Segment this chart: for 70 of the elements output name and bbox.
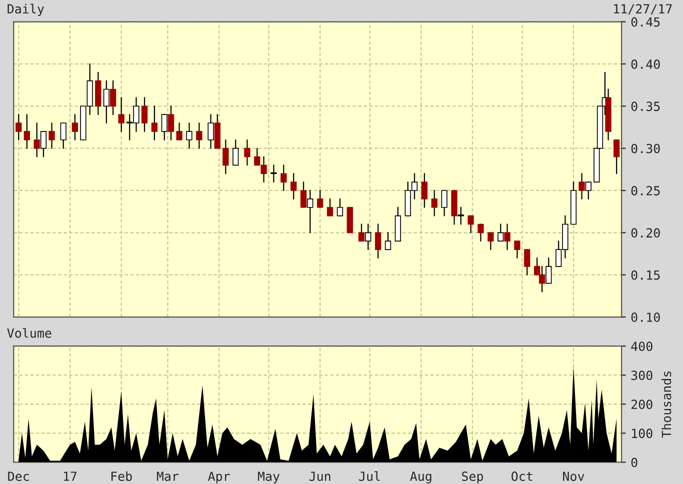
y-tick-label: 0.40: [631, 59, 660, 69]
y-tick-label: 300: [631, 370, 652, 380]
candlestick: [24, 114, 30, 149]
x-tick-label: Feb: [111, 471, 132, 481]
candlestick: [16, 114, 22, 140]
y-tick-label: 0.45: [631, 17, 660, 27]
x-tick-label: Apr: [208, 472, 230, 484]
x-tick-label: Sep: [462, 472, 483, 484]
y-tick-label: 400: [631, 342, 652, 352]
candlestick: [514, 240, 520, 259]
candlestick: [546, 257, 552, 284]
y-tick-label: 0.15: [631, 270, 660, 280]
x-tick-label: 17: [64, 472, 77, 481]
candlestick: [365, 224, 372, 250]
candlestick: [336, 198, 344, 216]
candlestick: [186, 122, 192, 149]
candlestick: [431, 190, 438, 216]
candlestick: [103, 80, 110, 124]
text: 11/27/17: [614, 4, 672, 15]
candlestick: [384, 232, 392, 250]
candlestick: [40, 130, 47, 158]
candlestick: [441, 190, 448, 216]
candlestick: [222, 139, 229, 174]
chart-title: Volume: [7, 328, 52, 338]
y-tick-label: 0.35: [631, 102, 660, 112]
y-tick-label: 0: [631, 458, 638, 468]
candlestick: [421, 173, 428, 208]
chart-title: Daily: [8, 4, 44, 16]
x-tick-label: Oct: [512, 472, 532, 481]
candlestick: [524, 248, 530, 276]
x-tick-label: Jul: [359, 471, 380, 481]
candlestick: [488, 232, 494, 250]
candlestick: [208, 114, 214, 149]
candlestick: [72, 114, 78, 140]
candlestick: [468, 215, 474, 234]
candlestick: [478, 224, 484, 242]
x-tick-label: Dec: [8, 472, 29, 481]
candlestick: [317, 190, 324, 208]
candlestick: [307, 190, 314, 234]
candlestick: [498, 224, 504, 242]
candlestick: [196, 122, 202, 149]
candlestick: [458, 206, 464, 225]
candlestick: [161, 114, 168, 140]
candlestick: [244, 139, 250, 166]
x-tick-label: Aug: [410, 472, 432, 484]
y-tick-label: 0.25: [631, 186, 660, 196]
x-tick-label: Jun: [309, 472, 330, 481]
x-tick-label: Mar: [156, 472, 179, 481]
candlestick: [60, 122, 66, 149]
y-axis-title: Thousands: [662, 372, 672, 438]
candlestick: [270, 164, 277, 183]
candlestick: [613, 139, 620, 174]
candlestick: [118, 97, 124, 132]
y-tick-label: 0.10: [631, 312, 660, 322]
candlestick: [151, 106, 158, 140]
candlestick: [48, 122, 55, 149]
candlestick: [290, 173, 297, 200]
x-tick-label: May: [258, 472, 280, 484]
candlestick: [374, 224, 382, 259]
candlestick: [280, 164, 287, 192]
candlestick: [585, 182, 592, 200]
candlestick: [232, 139, 239, 166]
x-tick-label: Nov: [563, 472, 584, 481]
y-tick-label: 200: [631, 400, 652, 410]
candlestick: [141, 97, 148, 132]
candlestick: [326, 198, 334, 216]
y-tick-label: 100: [632, 428, 652, 438]
y-tick-label: 0.20: [631, 228, 660, 238]
candlestick: [176, 122, 182, 140]
y-tick-label: 0.30: [631, 144, 660, 154]
